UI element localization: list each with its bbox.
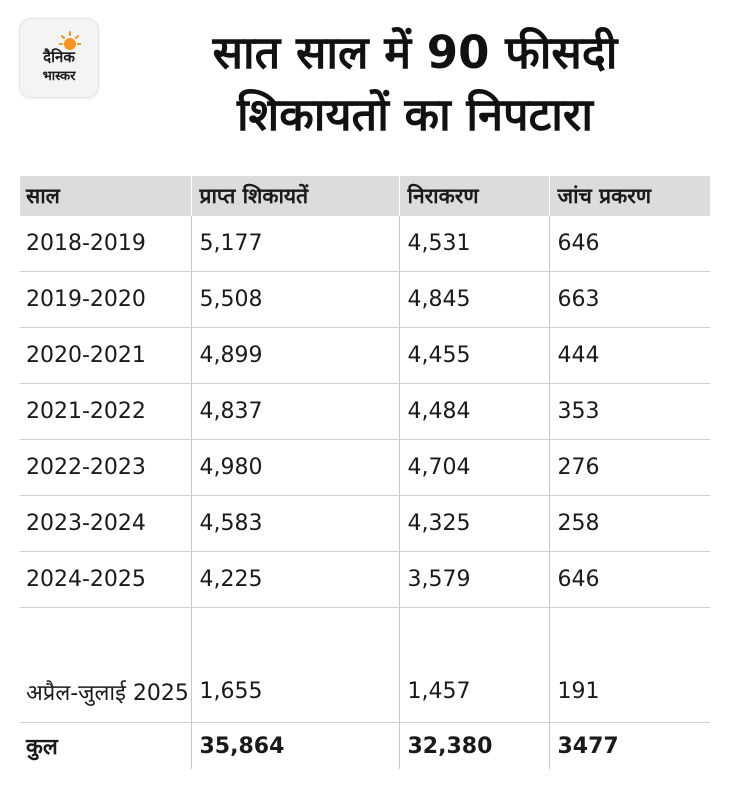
cell-received: 4,980 xyxy=(190,439,399,496)
cell-resolved: 4,325 xyxy=(398,495,549,552)
table-row: अप्रैल-जुलाई 2025 1,655 1,457 191 xyxy=(20,607,710,723)
cell-received: 5,177 xyxy=(190,216,399,272)
cell-year: 2018-2019 xyxy=(20,216,191,272)
table-row: 2019-2020 5,508 4,845 663 xyxy=(20,271,710,328)
cell-resolved: 3,579 xyxy=(398,551,549,608)
header-inquiry-cases: जांच प्रकरण xyxy=(548,176,710,216)
cell-resolved: 4,845 xyxy=(398,271,549,328)
cell-year: 2024-2025 xyxy=(20,551,191,608)
cell-year: 2020-2021 xyxy=(20,327,191,384)
cell-received: 4,837 xyxy=(190,383,399,440)
header-resolved: निराकरण xyxy=(398,176,549,216)
cell-resolved: 4,455 xyxy=(398,327,549,384)
total-inquiry: 3477 xyxy=(548,722,710,769)
table-row: 2018-2019 5,177 4,531 646 xyxy=(20,216,710,272)
cell-inquiry: 646 xyxy=(548,216,710,272)
cell-inquiry: 258 xyxy=(548,495,710,552)
cell-resolved: 4,531 xyxy=(398,216,549,272)
complaints-table: साल प्राप्त शिकायतें निराकरण जांच प्रकरण… xyxy=(20,176,710,769)
cell-inquiry: 353 xyxy=(548,383,710,440)
cell-received: 5,508 xyxy=(190,271,399,328)
brand-logo: दैनिक भास्कर xyxy=(19,18,99,98)
page-title: सात साल में 90 फीसदी शिकायतों का निपटारा xyxy=(115,22,715,146)
cell-inquiry: 444 xyxy=(548,327,710,384)
table-row: 2024-2025 4,225 3,579 646 xyxy=(20,551,710,608)
cell-received: 4,225 xyxy=(190,551,399,608)
cell-year: 2023-2024 xyxy=(20,495,191,552)
cell-received: 4,899 xyxy=(190,327,399,384)
header-year: साल xyxy=(20,176,191,216)
sun-icon xyxy=(59,31,81,50)
cell-received: 4,583 xyxy=(190,495,399,552)
cell-resolved: 1,457 xyxy=(398,607,549,723)
cell-inquiry: 663 xyxy=(548,271,710,328)
cell-inquiry: 276 xyxy=(548,439,710,496)
header-received: प्राप्त शिकायतें xyxy=(190,176,399,216)
title-line2: शिकायतों का निपटारा xyxy=(236,88,593,141)
cell-resolved: 4,704 xyxy=(398,439,549,496)
brand-line1: दैनिक xyxy=(43,48,75,66)
total-label: कुल xyxy=(26,735,58,760)
cell-year: 2019-2020 xyxy=(20,271,191,328)
table-row: 2022-2023 4,980 4,704 276 xyxy=(20,439,710,496)
cell-received: 1,655 xyxy=(190,607,399,723)
cell-year: 2021-2022 xyxy=(20,383,191,440)
cell-inquiry: 191 xyxy=(548,607,710,723)
total-resolved: 32,380 xyxy=(398,722,549,769)
table-total-row: कुल 35,864 32,380 3477 xyxy=(20,722,710,769)
cell-year: अप्रैल-जुलाई 2025 xyxy=(20,607,191,723)
title-line1: सात साल में 90 फीसदी xyxy=(212,26,618,79)
table-row: 2021-2022 4,837 4,484 353 xyxy=(20,383,710,440)
brand-line2: भास्कर xyxy=(42,69,76,84)
table-row: 2023-2024 4,583 4,325 258 xyxy=(20,495,710,552)
total-received: 35,864 xyxy=(190,722,399,769)
cell-inquiry: 646 xyxy=(548,551,710,608)
table-row: 2020-2021 4,899 4,455 444 xyxy=(20,327,710,384)
table-header-row: साल प्राप्त शिकायतें निराकरण जांच प्रकरण xyxy=(20,176,710,216)
cell-resolved: 4,484 xyxy=(398,383,549,440)
cell-year: 2022-2023 xyxy=(20,439,191,496)
